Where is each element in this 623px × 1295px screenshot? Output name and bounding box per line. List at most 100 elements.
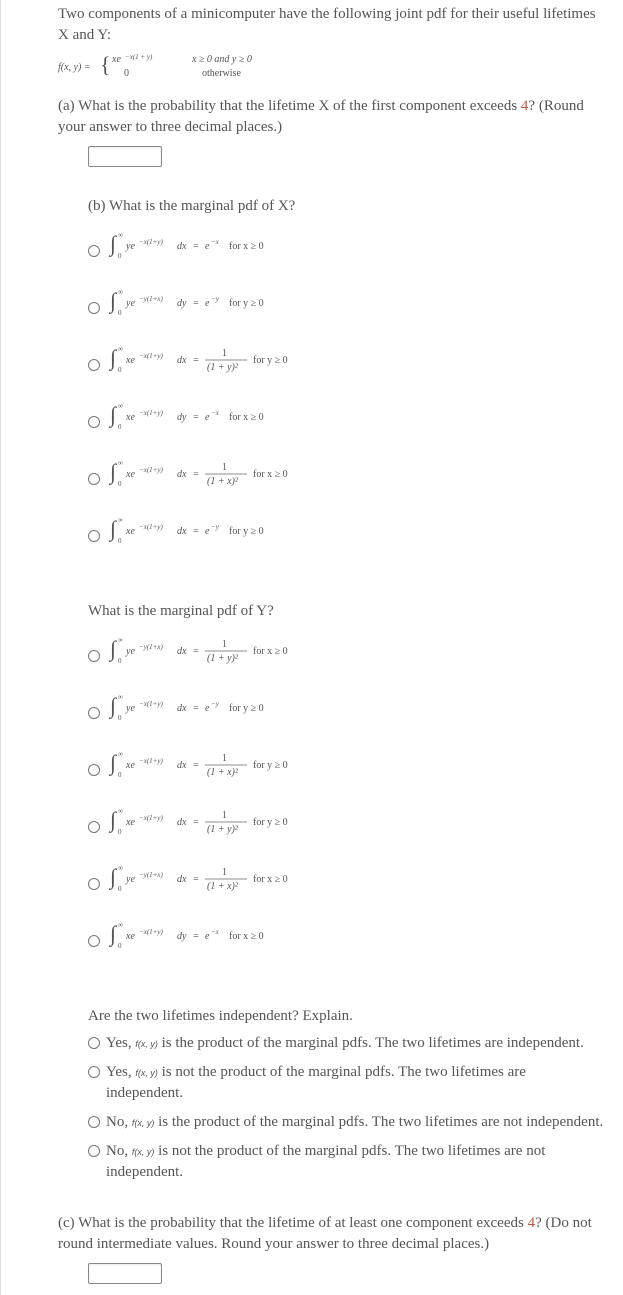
svg-text:1: 1 — [222, 867, 227, 878]
independence-option: No, f(x, y) is the product of the margin… — [88, 1112, 605, 1133]
marginal-y-radio[interactable] — [88, 707, 100, 719]
option-math: ∫∞0ye−x(1+y)dx=e−yfor y ≥ 0 — [108, 693, 318, 732]
svg-text:(1 + x)²: (1 + x)² — [207, 476, 239, 487]
svg-text:(1 + y)²: (1 + y)² — [207, 824, 239, 835]
svg-text:e: e — [205, 931, 210, 942]
marginal-x-radio[interactable] — [88, 245, 100, 257]
svg-text:e: e — [205, 703, 210, 714]
option-math: ∫∞0xe−x(1+y)dx=e−yfor y ≥ 0 — [108, 516, 318, 555]
svg-text:1: 1 — [222, 462, 227, 473]
svg-text:for y ≥ 0: for y ≥ 0 — [229, 298, 264, 309]
svg-text:∞: ∞ — [118, 693, 123, 701]
part-y-question: What is the marginal pdf of Y? — [88, 601, 605, 622]
part-b-options: ∫∞0ye−x(1+y)dx=e−xfor x ≥ 0∫∞0ye−y(1+x)d… — [88, 231, 605, 555]
svg-text:−y: −y — [211, 700, 220, 708]
svg-text:−y(1+x): −y(1+x) — [139, 871, 163, 879]
marginal-y-option: ∫∞0ye−x(1+y)dx=e−yfor y ≥ 0 — [88, 693, 605, 732]
svg-text:dx: dx — [177, 469, 187, 480]
svg-text:0: 0 — [118, 366, 122, 374]
svg-text:for x ≥ 0: for x ≥ 0 — [229, 241, 264, 252]
svg-text:0: 0 — [118, 657, 122, 665]
svg-text:−x(1+y): −x(1+y) — [139, 409, 163, 417]
option-math-svg: ∫∞0xe−x(1+y)dx=1(1 + x)²for y ≥ 0 — [108, 750, 318, 782]
independence-radio[interactable] — [88, 1145, 100, 1157]
independence-option-text: No, f(x, y) is not the product of the ma… — [106, 1141, 605, 1183]
marginal-x-option: ∫∞0xe−x(1+y)dx=1(1 + x)²for x ≥ 0 — [88, 459, 605, 498]
option-math-svg: ∫∞0ye−x(1+y)dx=e−yfor y ≥ 0 — [108, 693, 318, 725]
option-math-svg: ∫∞0xe−x(1+y)dx=1(1 + x)²for x ≥ 0 — [108, 459, 318, 491]
marginal-y-radio[interactable] — [88, 878, 100, 890]
svg-text:(1 + y)²: (1 + y)² — [207, 362, 239, 373]
svg-text:=: = — [193, 646, 199, 657]
svg-text:1: 1 — [222, 348, 227, 359]
marginal-y-radio[interactable] — [88, 821, 100, 833]
independence-radio[interactable] — [88, 1066, 100, 1078]
svg-text:(1 + x)²: (1 + x)² — [207, 767, 239, 778]
marginal-y-radio[interactable] — [88, 764, 100, 776]
marginal-x-option: ∫∞0ye−y(1+x)dy=e−yfor y ≥ 0 — [88, 288, 605, 327]
svg-text:∫: ∫ — [108, 459, 118, 485]
marginal-x-radio[interactable] — [88, 416, 100, 428]
svg-text:xe: xe — [111, 54, 121, 65]
svg-text:xe: xe — [125, 760, 135, 771]
marginal-x-radio[interactable] — [88, 359, 100, 371]
svg-text:−x: −x — [211, 409, 220, 417]
marginal-x-radio[interactable] — [88, 473, 100, 485]
svg-text:0: 0 — [118, 309, 122, 317]
svg-text:=: = — [193, 874, 199, 885]
svg-text:for y ≥ 0: for y ≥ 0 — [253, 355, 288, 366]
marginal-x-radio[interactable] — [88, 530, 100, 542]
svg-text:∫: ∫ — [108, 864, 118, 890]
svg-text:xe: xe — [125, 526, 135, 537]
svg-text:ye: ye — [125, 703, 135, 714]
svg-text:−x(1+y): −x(1+y) — [139, 928, 163, 936]
independence-radio[interactable] — [88, 1037, 100, 1049]
svg-text:0: 0 — [124, 68, 129, 79]
option-math-svg: ∫∞0xe−x(1+y)dy=e−xfor x ≥ 0 — [108, 402, 318, 434]
part-c-pre: (c) What is the probability that the lif… — [58, 1215, 528, 1231]
svg-text:ye: ye — [125, 241, 135, 252]
svg-text:for x ≥ 0: for x ≥ 0 — [253, 469, 288, 480]
svg-text:−x(1+y): −x(1+y) — [139, 352, 163, 360]
svg-text:0: 0 — [118, 252, 122, 260]
svg-text:0: 0 — [118, 537, 122, 545]
svg-text:=: = — [193, 469, 199, 480]
svg-text:−x(1+y): −x(1+y) — [139, 523, 163, 531]
svg-text:−x(1+y): −x(1+y) — [139, 814, 163, 822]
svg-text:−x(1+y): −x(1+y) — [139, 700, 163, 708]
svg-text:1: 1 — [222, 639, 227, 650]
marginal-x-radio[interactable] — [88, 302, 100, 314]
svg-text:dx: dx — [177, 241, 187, 252]
option-math-svg: ∫∞0xe−x(1+y)dx=1(1 + y)²for y ≥ 0 — [108, 345, 318, 377]
part-a-input[interactable] — [88, 146, 162, 167]
part-c-input[interactable] — [88, 1263, 162, 1284]
svg-text:−x(1+y): −x(1+y) — [139, 466, 163, 474]
independence-radio[interactable] — [88, 1116, 100, 1128]
svg-text:otherwise: otherwise — [202, 68, 241, 79]
svg-text:(1 + x)²: (1 + x)² — [207, 881, 239, 892]
option-math-svg: ∫∞0xe−x(1+y)dy=e−xfor x ≥ 0 — [108, 921, 318, 953]
marginal-y-option: ∫∞0xe−x(1+y)dx=1(1 + y)²for y ≥ 0 — [88, 807, 605, 846]
svg-text:∞: ∞ — [118, 345, 123, 353]
marginal-y-radio[interactable] — [88, 935, 100, 947]
marginal-y-radio[interactable] — [88, 650, 100, 662]
svg-text:dx: dx — [177, 817, 187, 828]
svg-text:for x ≥ 0: for x ≥ 0 — [253, 874, 288, 885]
svg-text:−y: −y — [211, 523, 220, 531]
svg-text:=: = — [193, 760, 199, 771]
svg-text:f(x, y) =: f(x, y) = — [58, 62, 91, 73]
marginal-y-option: ∫∞0ye−y(1+x)dx=1(1 + x)²for x ≥ 0 — [88, 864, 605, 903]
svg-text:∞: ∞ — [118, 402, 123, 410]
svg-text:xe: xe — [125, 469, 135, 480]
pdf-formula-svg: f(x, y) = { xe −x(1 + y) x ≥ 0 and y ≥ 0… — [58, 52, 318, 82]
svg-text:=: = — [193, 931, 199, 942]
svg-text:dx: dx — [177, 646, 187, 657]
svg-text:e: e — [205, 298, 210, 309]
svg-text:−x(1 + y): −x(1 + y) — [125, 53, 153, 61]
svg-text:∞: ∞ — [118, 807, 123, 815]
part-a-question: (a) What is the probability that the lif… — [58, 96, 605, 138]
content-area: Two components of a minicomputer have th… — [1, 4, 623, 1285]
svg-text:1: 1 — [222, 810, 227, 821]
svg-text:=: = — [193, 355, 199, 366]
svg-text:∫: ∫ — [108, 516, 118, 542]
